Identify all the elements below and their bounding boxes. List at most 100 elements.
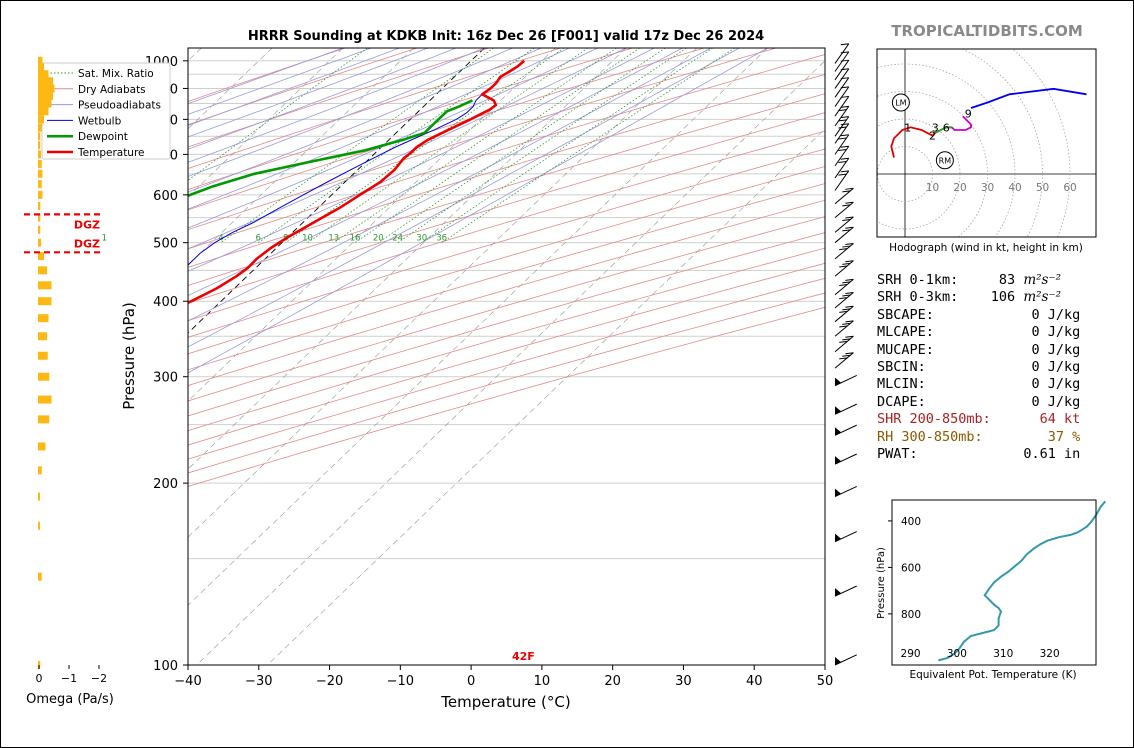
barb-shaft (834, 335, 854, 353)
stat-label: SRH 0-1km: (877, 272, 959, 288)
omega-bar (38, 225, 41, 234)
x-axis-label: Temperature (°C) (440, 693, 570, 711)
mixing-ratio-label: 1 (102, 234, 107, 244)
isotherm (188, 48, 697, 538)
x-tick-label: −40 (174, 674, 201, 689)
pseudoadiabat (188, 48, 712, 322)
stat-value: 0 J/kg (1031, 393, 1081, 410)
hodograph-border (876, 48, 1097, 238)
omega-bar (38, 115, 44, 124)
pseudoadiabat (188, 48, 740, 348)
barb-shaft (834, 292, 854, 309)
barb-shaft (834, 145, 850, 167)
wind-barb (834, 375, 857, 387)
y-tick-label: 200 (153, 477, 178, 492)
barb-flag (845, 305, 854, 308)
wind-barb (834, 242, 854, 260)
barb-flag (845, 291, 854, 294)
omega-bar (38, 252, 44, 261)
hodo-ring-label: 60 (1063, 182, 1076, 194)
omega-bar (38, 77, 53, 86)
dry-adiabat (188, 112, 825, 304)
wind-barb (834, 305, 854, 323)
stat-value: 0 J/kg (1031, 341, 1081, 358)
barb-flag (838, 149, 847, 152)
barb-flag (839, 310, 848, 313)
barb-flag (839, 265, 848, 268)
hodo-height-label: 9 (965, 108, 972, 121)
barb-pennant (835, 377, 841, 386)
dry-adiabat (188, 48, 561, 169)
wetbulb-line (188, 93, 483, 267)
mixing-ratio-line (397, 48, 687, 244)
barb-flag (838, 173, 847, 176)
wind-barb (834, 157, 850, 179)
stat-row: RH 300-850mb: 37 % (877, 429, 1080, 446)
barb-flag (845, 335, 854, 338)
omega-xlabel: Omega (Pa/s) (26, 692, 114, 707)
skewt-background-lines (188, 48, 825, 665)
theta-e-y-tick-label: 600 (901, 562, 921, 574)
omega-bar (38, 466, 42, 475)
mixing-ratio-line (307, 48, 589, 244)
stat-row: SRH 0-3km: 106 m²s⁻² (877, 289, 1080, 306)
barb-flag (839, 325, 848, 328)
x-axis-ticks: −40 −30 −20 −10 0 10 20 30 40 50 (174, 665, 833, 689)
barb-flag (840, 134, 849, 137)
barb-shaft (834, 375, 857, 387)
theta-e-x-tick-label: 290 (901, 648, 921, 660)
wind-barb (834, 123, 850, 144)
mixing-ratio-label: 6 (256, 234, 261, 244)
dry-adiabat (188, 48, 418, 126)
stat-row: SRH 0-1km: 83 m²s⁻² (877, 272, 1080, 289)
pseudoadiabat (188, 48, 372, 115)
dry-adiabat (188, 48, 705, 211)
stat-row: DCAPE: 0 J/kg (877, 394, 1080, 411)
wind-barb (834, 453, 857, 465)
barb-flag (839, 283, 848, 286)
mixing-ratio-label: 16 (350, 234, 361, 244)
omega-bar (38, 132, 41, 141)
dgz-label: DGZ (74, 218, 100, 231)
barb-shaft (834, 531, 857, 543)
storm-motion-marker (935, 151, 954, 170)
omega-tick-label: 0 (36, 672, 43, 685)
omega-bar (38, 314, 49, 323)
dgz-label: DGZ (74, 237, 100, 250)
omega-tick-label: −1 (61, 672, 77, 685)
barb-flag (842, 204, 851, 207)
dry-adiabat (188, 277, 825, 460)
hodo-ring-label: 50 (1036, 182, 1049, 194)
mixing-ratio-line (257, 48, 535, 244)
x-tick-label: 0 (467, 674, 475, 689)
theta-e-x-tick-label: 300 (947, 648, 967, 660)
omega-bar (38, 266, 47, 275)
omega-bar (38, 190, 43, 199)
hodo-segment (970, 87, 1087, 109)
barb-shaft (834, 51, 850, 72)
y-tick-label: 600 (153, 189, 178, 204)
omega-bar (38, 442, 46, 451)
hodo-ring (877, 91, 988, 237)
omega-bar (38, 572, 42, 581)
stat-value: 0 J/kg (1031, 376, 1081, 393)
legend-label: Dewpoint (78, 131, 128, 143)
pseudoadiabat (188, 48, 655, 272)
stat-label: SBCAPE: (877, 306, 934, 323)
x-tick-label: 10 (534, 674, 551, 689)
barb-shaft (834, 278, 854, 296)
theta-e-x-tick-label: 310 (993, 648, 1013, 660)
omega-bar (38, 521, 40, 530)
stat-label: SHR 200-850mb: (877, 411, 991, 428)
x-tick-label: −20 (316, 674, 343, 689)
hodo-ring (877, 63, 1016, 237)
hodo-height-label: 6 (943, 121, 950, 134)
skewt-plot-border (187, 47, 826, 666)
x-tick-label: −30 (245, 674, 272, 689)
dry-adiabat (188, 54, 825, 250)
dry-adiabat (188, 199, 825, 387)
dry-adiabat (188, 48, 777, 231)
mixing-ratio-line (188, 48, 368, 181)
omega-bar (38, 99, 52, 108)
theta-e-panel: 290 300 310 320 400 600 800 Equivalent Pot. Te… (876, 499, 1107, 681)
